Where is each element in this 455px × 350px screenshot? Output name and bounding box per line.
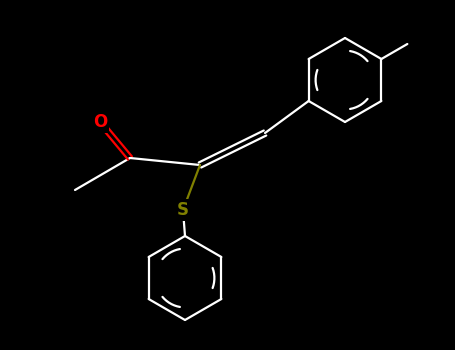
Text: O: O xyxy=(93,113,107,131)
Text: S: S xyxy=(177,201,189,219)
